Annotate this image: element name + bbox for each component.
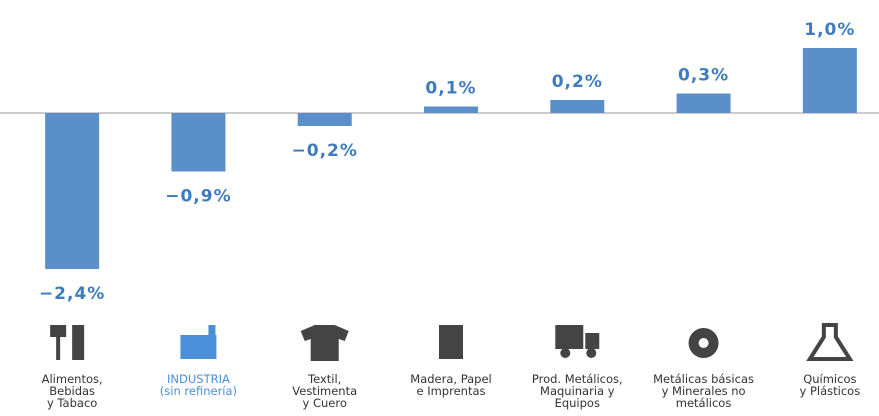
category-label: Madera, Papel e Imprentas [410,372,492,398]
icon [50,325,67,337]
icon [56,325,61,360]
category-label: Textil, Vestimenta y Cuero [292,372,358,410]
category-label: Alimentos, Bebidas y Tabaco [41,372,103,410]
value-label: 0,3% [678,66,729,86]
icon [300,325,349,361]
category-label: Prod. Metálicos, Maquinaria y Equipos [531,372,623,410]
category-label: Metálicas básicas y Minerales no metálic… [653,372,754,410]
bar [424,106,478,113]
icon [72,325,85,360]
icon [555,325,584,349]
icon [806,323,854,361]
bar [171,113,226,172]
value-label: 0,2% [552,72,603,92]
icon [439,325,463,359]
category-label: INDUSTRIA (sin refinería) [159,372,238,398]
icon [560,348,571,358]
icon [180,335,217,359]
value-label: 1,0% [804,20,855,40]
value-label: −0,2% [292,141,358,161]
value-label: −0,9% [165,187,231,207]
bar [297,113,352,126]
value-label: 0,1% [425,79,476,99]
icon [698,338,709,348]
value-label: −2,4% [39,284,105,304]
icon [586,348,597,358]
bar [676,93,731,113]
icon [208,325,216,337]
bar [45,113,100,269]
bar [550,100,605,113]
icon [585,333,600,349]
bar [802,48,857,113]
category-label: Químicos y Plásticos [799,372,861,398]
